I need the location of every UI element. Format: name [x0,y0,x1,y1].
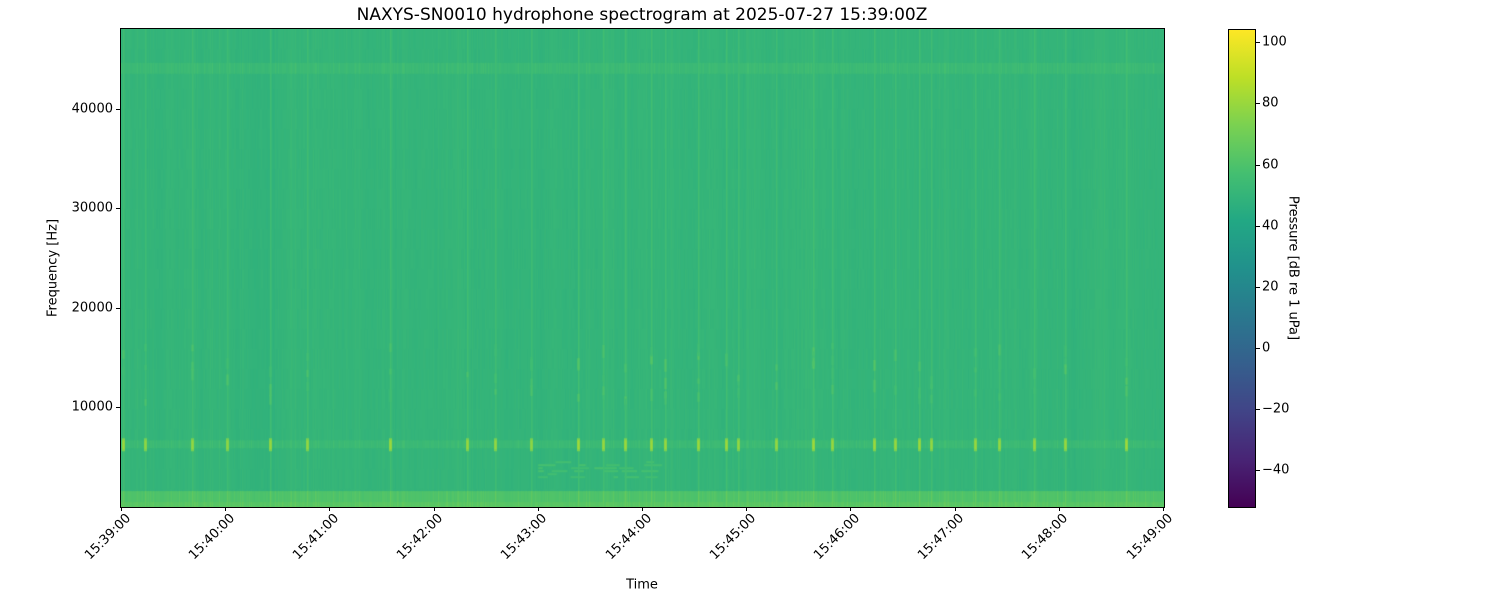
colorbar-tick-label: 0 [1262,340,1271,356]
x-tick-mark [121,507,122,511]
x-tick-label: 15:42:00 [394,511,447,563]
colorbar-tick-mark [1256,348,1260,349]
x-tick-label: 15:40:00 [185,511,238,563]
colorbar-tick-label: 80 [1262,95,1279,111]
x-tick-mark [642,507,643,511]
x-tick-label: 15:43:00 [498,511,551,563]
colorbar-tick-mark [1256,103,1260,105]
spectrogram-plot [120,28,1165,508]
colorbar-tick-mark [1256,164,1260,166]
colorbar-gradient [1229,30,1255,507]
colorbar-tick-mark [1256,286,1260,288]
x-axis-label: Time [626,577,658,593]
colorbar-tick-mark [1256,409,1260,411]
y-tick-label: 20000 [71,300,113,316]
x-tick-mark [1163,507,1164,511]
x-tick-mark [225,507,227,511]
x-tick-label: 15:44:00 [602,511,655,563]
colorbar-tick-label: 40 [1262,218,1279,234]
x-tick-mark [329,507,331,511]
y-tick-label: 10000 [71,399,113,415]
colorbar-tick-label: −20 [1262,401,1290,417]
x-tick-label: 15:46:00 [811,511,864,563]
colorbar [1228,29,1256,508]
x-tick-label: 15:39:00 [81,511,134,563]
y-tick-label: 30000 [71,200,113,216]
x-tick-label: 15:47:00 [915,511,968,563]
x-tick-label: 15:49:00 [1123,511,1176,563]
y-tick-mark [116,407,120,409]
x-tick-mark [954,507,956,511]
colorbar-tick-label: 20 [1262,279,1279,295]
spectrogram-canvas [121,29,1164,507]
y-axis-label: Frequency [Hz] [45,218,61,318]
x-tick-mark [1058,507,1060,511]
y-tick-mark [116,208,120,210]
x-tick-label: 15:48:00 [1019,511,1072,563]
colorbar-label: Pressure [dB re 1 uPa] [1285,195,1301,341]
figure-title: NAXYS-SN0010 hydrophone spectrogram at 2… [356,5,928,25]
colorbar-tick-label: 60 [1262,157,1279,173]
x-tick-mark [537,507,539,511]
colorbar-tick-label: 100 [1262,34,1287,50]
x-tick-mark [433,507,435,511]
x-tick-label: 15:41:00 [290,511,343,563]
y-tick-label: 40000 [71,101,113,117]
colorbar-tick-mark [1256,42,1260,44]
x-tick-mark [850,507,852,511]
colorbar-tick-mark [1256,470,1260,472]
colorbar-tick-mark [1256,225,1260,227]
y-tick-mark [116,307,120,309]
colorbar-tick-label: −40 [1262,462,1290,478]
y-tick-mark [116,108,120,110]
x-tick-mark [746,507,748,511]
x-tick-label: 15:45:00 [706,511,759,563]
